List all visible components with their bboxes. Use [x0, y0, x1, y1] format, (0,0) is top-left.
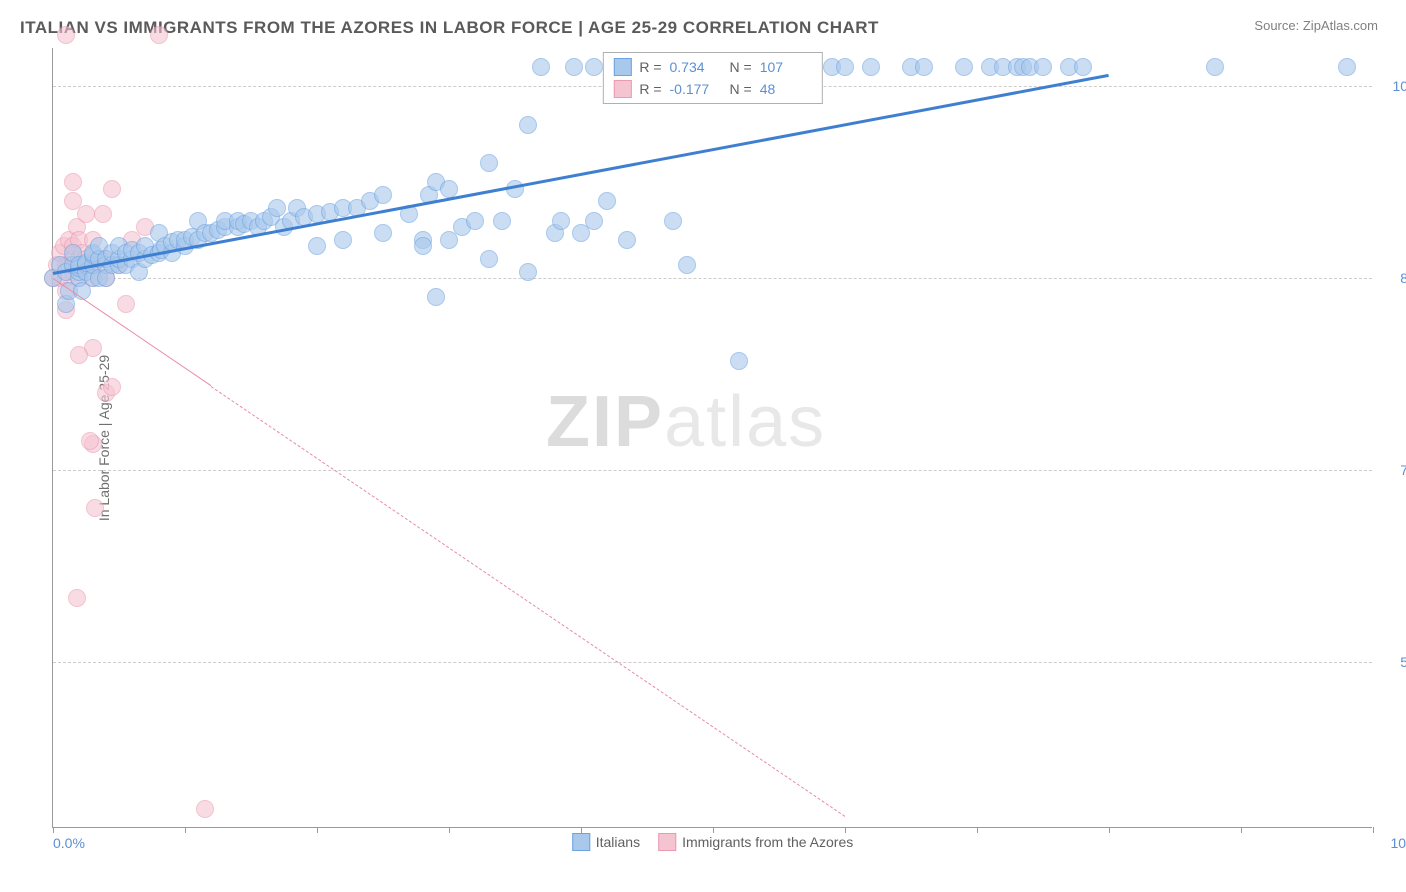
- italians-point: [374, 224, 392, 242]
- y-tick-label: 55.0%: [1400, 654, 1406, 670]
- azores-point: [103, 180, 121, 198]
- x-tick-mark: [185, 827, 186, 833]
- x-tick-mark: [1109, 827, 1110, 833]
- source-attribution: Source: ZipAtlas.com: [1254, 18, 1378, 33]
- watermark: ZIPatlas: [546, 381, 826, 463]
- source-label: Source:: [1254, 18, 1299, 33]
- x-axis-max-label: 100.0%: [1391, 835, 1406, 851]
- azores-point: [70, 346, 88, 364]
- r-label: R =: [639, 56, 661, 78]
- italians-point: [466, 212, 484, 230]
- italians-point: [618, 231, 636, 249]
- swatch-azores: [613, 80, 631, 98]
- italians-point: [678, 256, 696, 274]
- azores-point: [81, 432, 99, 450]
- italians-point: [374, 186, 392, 204]
- italians-point: [493, 212, 511, 230]
- italians-point: [862, 58, 880, 76]
- italians-point: [532, 58, 550, 76]
- series-legend: Italians Immigrants from the Azores: [572, 833, 854, 851]
- azores-point: [64, 173, 82, 191]
- y-tick-label: 70.0%: [1400, 462, 1406, 478]
- azores-point: [117, 295, 135, 313]
- y-tick-label: 100.0%: [1393, 78, 1406, 94]
- r-value-azores: -0.177: [670, 78, 722, 100]
- italians-point: [308, 237, 326, 255]
- r-value-italians: 0.734: [670, 56, 722, 78]
- x-axis-min-label: 0.0%: [53, 835, 85, 851]
- x-tick-mark: [1373, 827, 1374, 833]
- italians-point: [915, 58, 933, 76]
- italians-point: [552, 212, 570, 230]
- x-tick-mark: [449, 827, 450, 833]
- italians-point: [519, 116, 537, 134]
- n-value-azores: 48: [760, 78, 812, 100]
- swatch-italians: [613, 58, 631, 76]
- italians-point: [480, 250, 498, 268]
- swatch-azores-bottom: [658, 833, 676, 851]
- italians-point: [598, 192, 616, 210]
- italians-point: [427, 288, 445, 306]
- italians-point: [1074, 58, 1092, 76]
- italians-point: [585, 212, 603, 230]
- italians-point: [955, 58, 973, 76]
- italians-point: [480, 154, 498, 172]
- grid-line: [53, 470, 1372, 471]
- italians-point: [664, 212, 682, 230]
- italians-point: [1338, 58, 1356, 76]
- azores-point: [68, 589, 86, 607]
- watermark-bold: ZIP: [546, 382, 664, 462]
- azores-point: [77, 205, 95, 223]
- grid-line: [53, 278, 1372, 279]
- italians-point: [836, 58, 854, 76]
- italians-point: [565, 58, 583, 76]
- trend-line: [53, 278, 212, 386]
- trend-line: [53, 74, 1110, 275]
- r-label: R =: [639, 78, 661, 100]
- source-name: ZipAtlas.com: [1303, 18, 1378, 33]
- grid-line: [53, 662, 1372, 663]
- x-tick-mark: [581, 827, 582, 833]
- stats-row-azores: R = -0.177 N = 48: [613, 78, 811, 100]
- azores-point: [86, 499, 104, 517]
- n-label: N =: [730, 56, 752, 78]
- n-value-italians: 107: [760, 56, 812, 78]
- azores-point: [103, 378, 121, 396]
- azores-point: [196, 800, 214, 818]
- series-label-italians: Italians: [596, 834, 640, 850]
- italians-point: [1206, 58, 1224, 76]
- legend-item-italians: Italians: [572, 833, 640, 851]
- azores-point: [94, 205, 112, 223]
- italians-point: [1034, 58, 1052, 76]
- x-tick-mark: [845, 827, 846, 833]
- italians-point: [730, 352, 748, 370]
- x-tick-mark: [713, 827, 714, 833]
- x-tick-mark: [977, 827, 978, 833]
- italians-point: [585, 58, 603, 76]
- y-tick-label: 85.0%: [1400, 270, 1406, 286]
- x-tick-mark: [53, 827, 54, 833]
- legend-item-azores: Immigrants from the Azores: [658, 833, 853, 851]
- italians-point: [414, 237, 432, 255]
- x-tick-mark: [317, 827, 318, 833]
- azores-point: [150, 26, 168, 44]
- chart-plot-area: ZIPatlas In Labor Force | Age 25-29 R = …: [52, 48, 1372, 828]
- italians-point: [334, 231, 352, 249]
- italians-point: [519, 263, 537, 281]
- x-tick-mark: [1241, 827, 1242, 833]
- watermark-light: atlas: [664, 382, 826, 462]
- swatch-italians-bottom: [572, 833, 590, 851]
- azores-point: [57, 26, 75, 44]
- series-label-azores: Immigrants from the Azores: [682, 834, 853, 850]
- stats-legend: R = 0.734 N = 107 R = -0.177 N = 48: [602, 52, 822, 104]
- n-label: N =: [730, 78, 752, 100]
- italians-point: [440, 180, 458, 198]
- stats-row-italians: R = 0.734 N = 107: [613, 56, 811, 78]
